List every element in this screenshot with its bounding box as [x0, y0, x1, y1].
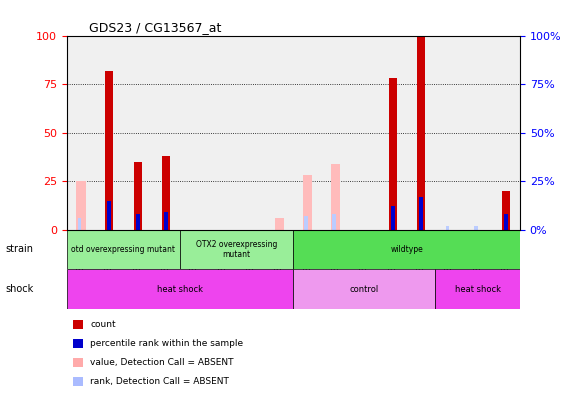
Bar [293, 269, 435, 309]
Bar [390, 206, 394, 230]
Text: heat shock: heat shock [454, 285, 500, 293]
Bar [303, 175, 312, 230]
Bar [502, 191, 510, 230]
Bar [331, 164, 340, 230]
Bar [105, 70, 113, 230]
Text: wildtype: wildtype [390, 245, 423, 254]
Text: control: control [350, 285, 379, 293]
Bar [504, 214, 508, 230]
Bar [107, 200, 112, 230]
Bar [446, 226, 449, 230]
Text: count: count [90, 320, 116, 329]
Bar [180, 230, 293, 269]
Text: OTX2 overexpressing
mutant: OTX2 overexpressing mutant [196, 240, 278, 259]
Bar [275, 218, 284, 230]
Bar [135, 214, 139, 230]
Bar [419, 197, 423, 230]
Bar [134, 162, 142, 230]
Bar [67, 230, 180, 269]
Bar [474, 226, 478, 230]
Text: percentile rank within the sample: percentile rank within the sample [90, 339, 243, 348]
Bar [332, 214, 336, 230]
Text: GDS23 / CG13567_at: GDS23 / CG13567_at [89, 21, 222, 34]
Bar [67, 269, 293, 309]
Bar [435, 269, 520, 309]
Bar [304, 216, 307, 230]
Bar [78, 218, 81, 230]
Bar [162, 156, 170, 230]
Bar [389, 78, 396, 230]
Text: otd overexpressing mutant: otd overexpressing mutant [71, 245, 175, 254]
Bar [77, 181, 85, 230]
Bar [164, 212, 168, 230]
Text: rank, Detection Call = ABSENT: rank, Detection Call = ABSENT [90, 377, 229, 386]
Text: strain: strain [6, 244, 34, 255]
Bar [293, 230, 520, 269]
Text: value, Detection Call = ABSENT: value, Detection Call = ABSENT [90, 358, 234, 367]
Bar [417, 36, 425, 230]
Text: shock: shock [6, 284, 34, 294]
Text: heat shock: heat shock [157, 285, 203, 293]
